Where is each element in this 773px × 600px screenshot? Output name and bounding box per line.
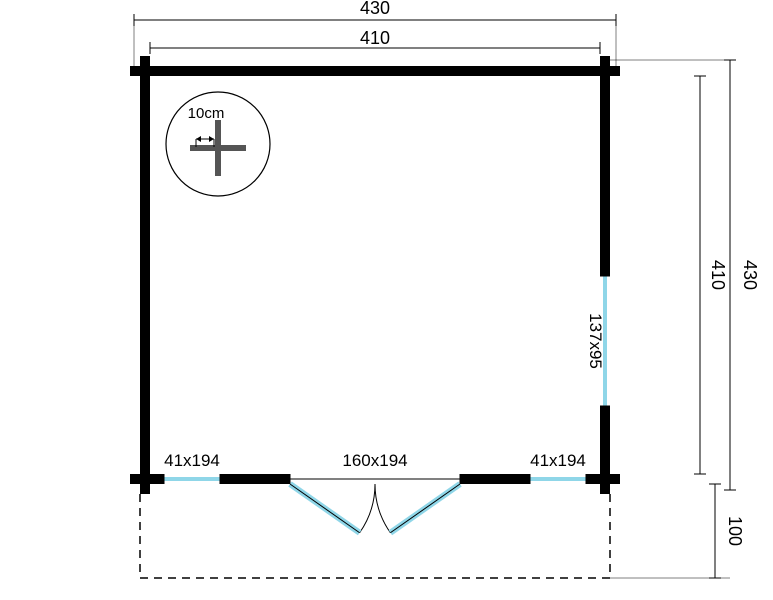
svg-text:41x194: 41x194	[530, 451, 586, 470]
svg-text:100: 100	[725, 516, 745, 546]
svg-text:160x194: 160x194	[342, 451, 407, 470]
svg-text:137x95: 137x95	[586, 313, 605, 369]
svg-text:41x194: 41x194	[164, 451, 220, 470]
svg-text:410: 410	[708, 260, 728, 290]
svg-text:430: 430	[360, 0, 390, 18]
svg-text:410: 410	[360, 28, 390, 48]
svg-text:10cm: 10cm	[188, 105, 225, 122]
svg-text:430: 430	[740, 260, 760, 290]
